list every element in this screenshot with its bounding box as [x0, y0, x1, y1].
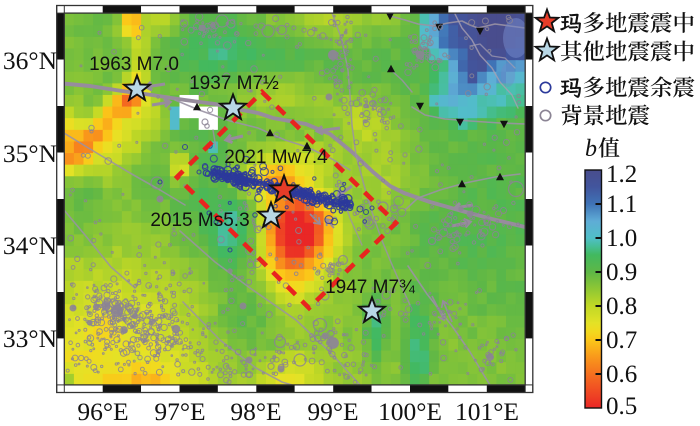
- svg-text:2021 Mw7.4: 2021 Mw7.4: [224, 147, 328, 168]
- svg-text:1.2: 1.2: [606, 161, 637, 188]
- svg-text:1963 M7.0: 1963 M7.0: [89, 54, 179, 75]
- svg-text:36°N: 36°N: [3, 46, 57, 75]
- svg-text:1.1: 1.1: [606, 191, 637, 218]
- svg-text:99°E: 99°E: [307, 397, 358, 426]
- svg-text:0.8: 0.8: [606, 293, 637, 320]
- svg-text:1.0: 1.0: [606, 225, 637, 252]
- svg-text:0.7: 0.7: [606, 327, 637, 354]
- svg-text:1937 M7½: 1937 M7½: [189, 73, 279, 94]
- svg-text:101°E: 101°E: [455, 397, 519, 426]
- svg-text:35°N: 35°N: [3, 139, 57, 168]
- svg-text:2015 Ms5.3: 2015 Ms5.3: [150, 210, 249, 231]
- svg-text:1947 M7¾: 1947 M7¾: [325, 277, 416, 298]
- svg-text:98°E: 98°E: [230, 397, 281, 426]
- svg-text:0.5: 0.5: [606, 393, 637, 420]
- svg-text:0.9: 0.9: [606, 259, 637, 286]
- svg-text:34°N: 34°N: [3, 231, 57, 260]
- svg-text:0.6: 0.6: [606, 361, 637, 388]
- svg-text:33°N: 33°N: [3, 324, 57, 353]
- svg-text:97°E: 97°E: [154, 397, 205, 426]
- svg-text:b: b: [585, 136, 597, 162]
- svg-text:96°E: 96°E: [77, 397, 128, 426]
- svg-text:100°E: 100°E: [378, 397, 442, 426]
